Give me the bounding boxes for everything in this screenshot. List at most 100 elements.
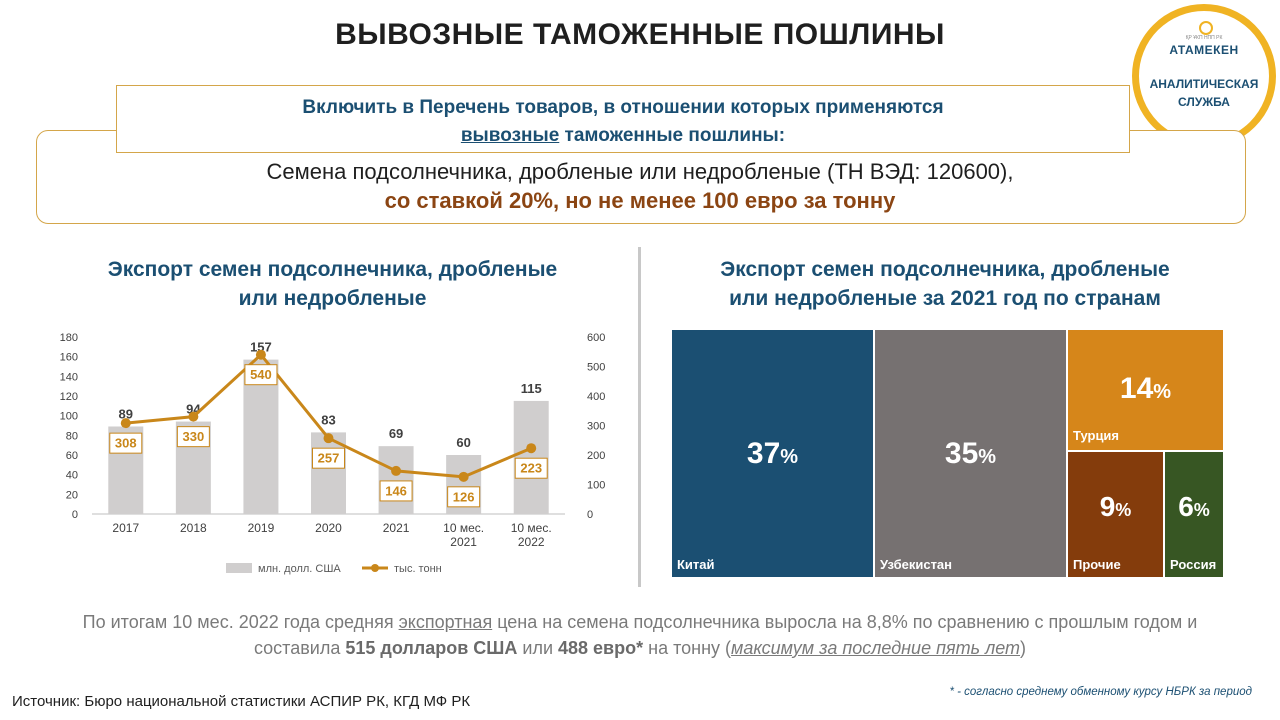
treemap-tile-number: 14 <box>1119 372 1154 405</box>
y-left-tick-label: 60 <box>66 450 78 462</box>
treemap-tile-value: 35% <box>875 437 1066 471</box>
treemap-tile-name: Турция <box>1073 428 1120 443</box>
x-tick-label: 2022 <box>518 535 545 549</box>
line-point <box>255 349 266 360</box>
x-tick-label: 2017 <box>112 521 139 535</box>
treemap-tile-name: Прочие <box>1073 557 1121 572</box>
legend-bar-swatch <box>226 563 252 573</box>
summary-part: или <box>517 638 559 658</box>
treemap-tile: 14% Турция <box>1068 330 1223 450</box>
treemap-tile-name: Китай <box>677 557 715 572</box>
line-value-box <box>109 432 143 454</box>
line-value-label: 540 <box>250 367 272 382</box>
line-point <box>323 433 334 444</box>
bar-value-label: 69 <box>389 426 403 441</box>
y-right-tick-label: 600 <box>587 332 605 344</box>
duty-rate: со ставкой 20%, но не менее 100 евро за … <box>384 188 896 213</box>
treemap-tile-unit: % <box>1193 500 1210 520</box>
treemap-tile-name: Россия <box>1170 557 1217 572</box>
y-left-tick-label: 0 <box>72 509 78 521</box>
line-value-label: 257 <box>318 451 340 466</box>
summary-price-eur: 488 евро* <box>558 638 644 658</box>
y-left-tick-label: 20 <box>66 489 78 501</box>
source-text: Источник: Бюро национальной статистики А… <box>12 693 471 710</box>
logo-emblem-icon <box>1199 21 1213 35</box>
summary-text: По итогам 10 мес. 2022 года средняя эксп… <box>40 609 1240 661</box>
y-left-tick-label: 120 <box>60 391 78 403</box>
bar <box>513 400 549 514</box>
treemap-tile-unit: % <box>1115 500 1132 520</box>
y-left-tick-label: 40 <box>66 470 78 482</box>
y-right-tick-label: 0 <box>587 509 593 521</box>
right-chart-title: Экспорт семен подсолнечника, дробленые и… <box>660 255 1230 313</box>
line-value-label: 330 <box>183 429 205 444</box>
y-left-tick-label: 100 <box>60 411 78 423</box>
proposal-header-box: Включить в Перечень товаров, в отношении… <box>116 85 1130 153</box>
treemap-tile-unit: % <box>780 446 799 468</box>
bar-value-label: 89 <box>119 406 133 421</box>
summary-price-usd: 515 долларов США <box>345 638 518 658</box>
left-chart-title-line1: Экспорт семен подсолнечника, дробленые <box>107 258 558 281</box>
product-description: Семена подсолнечника, дробленые или недр… <box>266 159 1014 184</box>
line-value-box <box>514 457 548 479</box>
treemap-tile-number: 6 <box>1178 491 1194 522</box>
bar-value-label: 60 <box>456 435 470 450</box>
x-tick-label: 2018 <box>180 521 207 535</box>
x-tick-label: 2021 <box>450 535 477 549</box>
treemap-tile: 35% Узбекистан <box>875 330 1066 577</box>
line-value-box <box>244 364 278 386</box>
line-point <box>458 471 469 482</box>
treemap-tile-number: 37 <box>746 437 781 470</box>
summary-part: ) <box>1020 638 1027 658</box>
y-left-tick-label: 140 <box>60 371 78 383</box>
y-left-tick-label: 80 <box>66 430 78 442</box>
proposal-line2-rest: таможенные пошлины: <box>559 125 786 146</box>
treemap-tile-number: 9 <box>1099 491 1116 522</box>
summary-part: на тонну ( <box>643 638 732 658</box>
y-left-tick-label: 160 <box>60 352 78 364</box>
line-value-box <box>447 486 481 508</box>
export-combo-chart: 0 20 40 60 80 100 120 140 160 180 0 100 200 300 400 500… <box>60 332 606 575</box>
treemap-tile-value: 14% <box>1068 372 1223 406</box>
treemap-tile-unit: % <box>1153 381 1172 403</box>
proposal-underlined-word: вывозные <box>460 125 560 146</box>
line-point <box>188 411 199 422</box>
summary-max-note: максимум за последние пять лет <box>731 638 1021 658</box>
x-tick-label: 10 мес. <box>511 521 552 535</box>
y-right-tick-label: 500 <box>587 362 605 374</box>
summary-part: цена на семена подсолнечника выросла на … <box>253 612 1198 658</box>
treemap-tile-number: 35 <box>944 437 979 470</box>
treemap-tile-value: 37% <box>672 437 873 471</box>
y-left-tick-label: 180 <box>60 332 78 344</box>
x-tick-label: 10 мес. <box>443 521 484 535</box>
treemap-tile: 9% Прочие <box>1068 452 1163 577</box>
page-title: ВЫВОЗНЫЕ ТАМОЖЕННЫЕ ПОШЛИНЫ <box>335 18 945 51</box>
line-value-label: 126 <box>453 489 475 504</box>
logo-small-text: ҚР ҰКП НПП РК <box>1185 35 1223 41</box>
x-tick-label: 2020 <box>315 521 342 535</box>
line-value-box <box>379 480 413 502</box>
bar <box>311 432 346 514</box>
treemap-tile-name: Узбекистан <box>880 557 953 572</box>
summary-underlined: экспортная <box>398 612 493 632</box>
treemap-tile-unit: % <box>978 446 997 468</box>
line-value-label: 308 <box>115 436 137 451</box>
treemap-tile-value: 6% <box>1165 491 1223 523</box>
logo-name: АТАМЕКЕН <box>1169 43 1239 57</box>
bar-value-label: 157 <box>250 340 272 355</box>
left-chart-title-line2: или недробленые <box>238 287 427 310</box>
footnote: * - согласно среднему обменному курсу НБ… <box>949 686 1252 698</box>
y-right-tick-label: 300 <box>587 421 605 433</box>
y-right-tick-label: 200 <box>587 450 605 462</box>
bar <box>378 446 414 514</box>
line-value-label: 146 <box>385 483 407 498</box>
bar-value-label: 115 <box>521 381 542 396</box>
line-value-box <box>312 447 345 469</box>
vertical-divider <box>638 247 641 587</box>
right-chart-title-line2: или недробленые за 2021 год по странам <box>729 287 1161 310</box>
logo-line1: АНАЛИТИЧЕСКАЯ <box>1149 77 1259 91</box>
legend-bar-label: млн. долл. США <box>258 563 341 575</box>
line-point <box>526 443 537 454</box>
line-value-box <box>176 426 210 448</box>
line-point <box>120 418 131 429</box>
